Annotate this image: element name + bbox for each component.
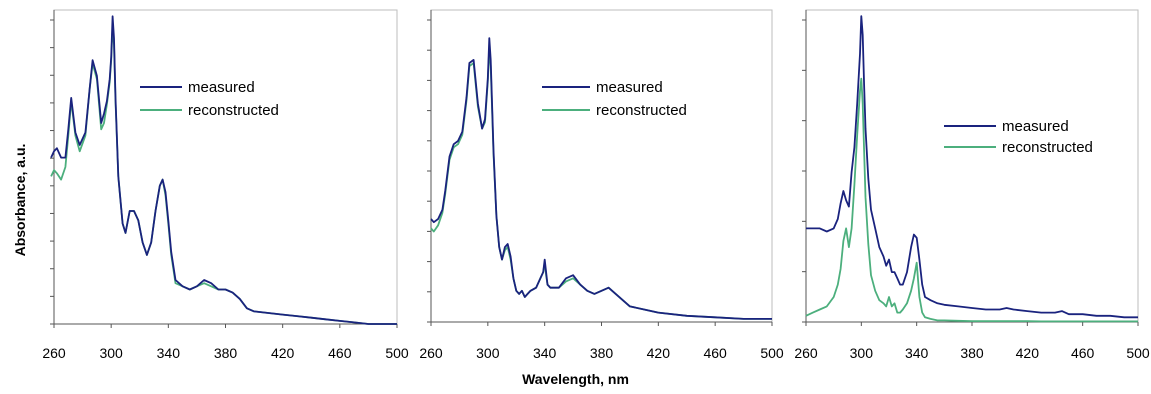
x-tick-label: 500 — [760, 345, 784, 361]
x-tick-label: 500 — [1126, 345, 1150, 361]
x-tick-label: 340 — [905, 345, 929, 361]
chart-panel-1: 260 300 340 380 420 460 500 measured reconstruct… — [42, 9, 409, 361]
series-line-reconstructed — [50, 24, 397, 325]
x-tick-label: 460 — [1071, 345, 1095, 361]
x-tick-label: 420 — [271, 345, 295, 361]
x-tick-label: 500 — [385, 345, 409, 361]
legend: measured reconstructed — [944, 118, 1093, 156]
series-line-measured — [806, 15, 1138, 319]
x-tick-label: 260 — [419, 345, 443, 361]
plot-frame — [53, 9, 398, 325]
plot-frame — [430, 9, 773, 323]
legend-label-reconstructed: reconstructed — [596, 102, 687, 119]
chart-panel-2: 260 300 340 380 420 460 500 measured reconstruct… — [419, 9, 784, 361]
x-tick-label: 420 — [647, 345, 671, 361]
x-tick-label: 300 — [476, 345, 500, 361]
y-axis-label: Absorbance, a.u. — [12, 143, 28, 257]
legend: measured reconstructed — [140, 79, 279, 119]
x-axis-label: Wavelength, nm — [522, 371, 629, 387]
series-line-reconstructed — [805, 77, 1138, 323]
x-tick-label: 420 — [1016, 345, 1040, 361]
x-tick-label: 380 — [960, 345, 984, 361]
chart-panel-3: 260 300 340 380 420 460 500 measured reconstruct… — [794, 9, 1150, 361]
x-tick-label: 260 — [42, 345, 66, 361]
series-line-measured — [430, 37, 772, 320]
legend-label-measured: measured — [188, 79, 255, 96]
x-tick-label: 260 — [794, 345, 818, 361]
x-tick-label: 460 — [703, 345, 727, 361]
legend-label-measured: measured — [596, 79, 663, 96]
x-tick-label: 380 — [214, 345, 238, 361]
x-tick-label: 380 — [590, 345, 614, 361]
x-tick-label: 300 — [850, 345, 874, 361]
legend: measured reconstructed — [542, 79, 687, 119]
series-line-measured — [50, 15, 397, 325]
legend-label-reconstructed: reconstructed — [1002, 139, 1093, 156]
legend-label-measured: measured — [1002, 118, 1069, 135]
x-tick-label: 300 — [99, 345, 123, 361]
legend-label-reconstructed: reconstructed — [188, 102, 279, 119]
x-tick-label: 460 — [328, 345, 352, 361]
x-tick-label: 340 — [533, 345, 557, 361]
x-tick-label: 340 — [157, 345, 181, 361]
